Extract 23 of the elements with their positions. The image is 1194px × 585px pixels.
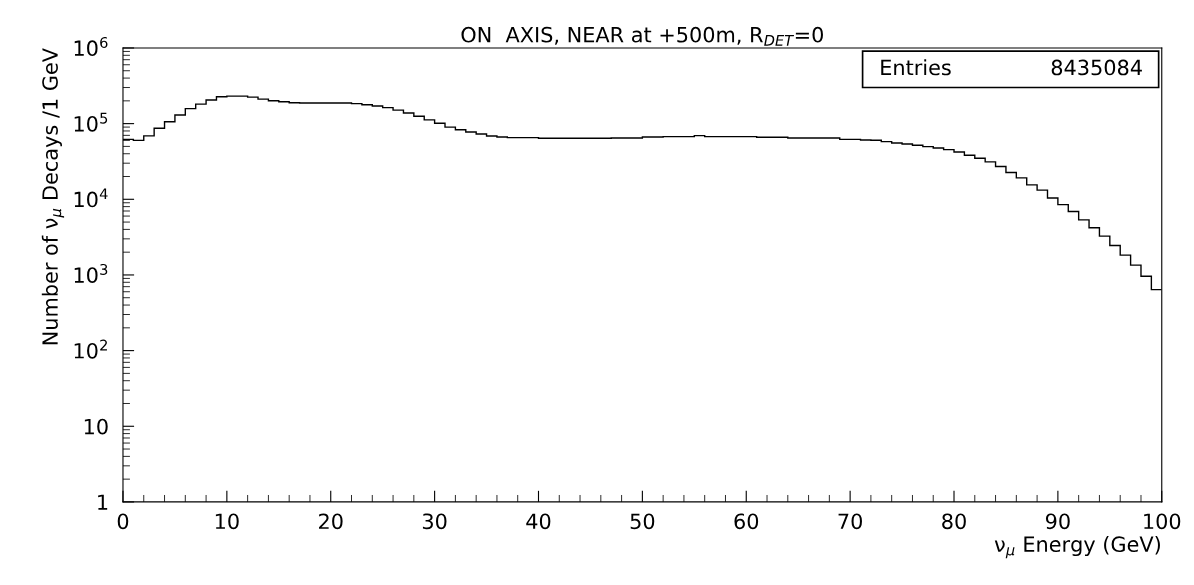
x-axis-title: ν$_{μ}$ Energy (GeV) — [994, 535, 1160, 559]
annotation: Entries — [881, 59, 951, 76]
x-tick-label: 0 — [117, 513, 129, 530]
y-tick-label: 10$^{5}$ — [74, 112, 108, 132]
y-tick-label: 10 — [84, 418, 108, 435]
x-tick-label: 70 — [838, 513, 862, 530]
x-tick-label: 10 — [215, 513, 239, 530]
y-tick-label: 10$^{2}$ — [74, 339, 107, 359]
y-tick-label: 10$^{4}$ — [74, 188, 108, 208]
y-tick-label: 10$^{3}$ — [74, 263, 108, 283]
x-tick-label: 30 — [422, 513, 447, 530]
y-axis-title: Number of ν$_{μ}$ Decays /1 GeV — [41, 48, 65, 345]
x-tick-label: 80 — [942, 513, 966, 530]
y-tick-label: 10$^{6}$ — [74, 36, 108, 57]
annotation: 8435084 — [1051, 59, 1142, 76]
x-tick-label: 90 — [1045, 513, 1070, 530]
chart-title: ON AXIS, NEAR at +500m, R$_{DET}$=0 — [461, 26, 823, 46]
x-tick-label: 20 — [319, 513, 343, 530]
x-tick-label: 50 — [630, 513, 655, 530]
x-tick-label: 60 — [734, 513, 759, 530]
y-tick-label: 1 — [98, 494, 108, 510]
x-tick-label: 40 — [526, 513, 551, 530]
x-tick-label: 100 — [1144, 513, 1181, 530]
